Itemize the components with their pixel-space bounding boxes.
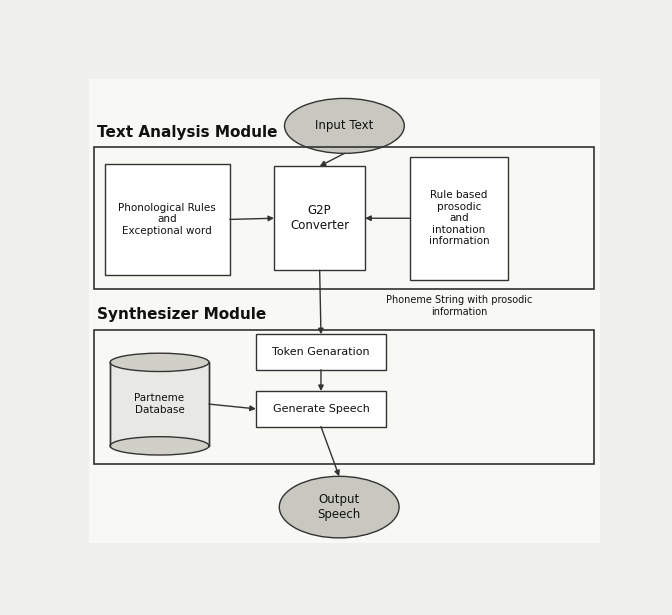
Ellipse shape — [110, 437, 209, 455]
Text: Text Analysis Module: Text Analysis Module — [97, 125, 278, 140]
Bar — [256, 391, 386, 427]
Bar — [94, 330, 594, 464]
Text: Phonological Rules
and
Exceptional word: Phonological Rules and Exceptional word — [118, 203, 216, 236]
Bar — [256, 335, 386, 370]
Text: Output
Speech: Output Speech — [318, 493, 361, 521]
Bar — [409, 157, 509, 280]
Text: Generate Speech: Generate Speech — [273, 404, 370, 414]
Ellipse shape — [284, 98, 405, 153]
Text: Phoneme String with prosodic
information: Phoneme String with prosodic information — [386, 295, 532, 317]
Bar — [105, 164, 230, 275]
Text: Rule based
prosodic
and
intonation
information: Rule based prosodic and intonation infor… — [429, 190, 489, 247]
Ellipse shape — [280, 476, 399, 538]
Bar — [94, 147, 594, 289]
Text: Partneme
Database: Partneme Database — [134, 394, 185, 415]
Bar — [110, 362, 209, 446]
Text: Token Genaration: Token Genaration — [272, 347, 370, 357]
Text: G2P
Converter: G2P Converter — [290, 204, 349, 232]
Text: Input Text: Input Text — [315, 119, 374, 132]
Ellipse shape — [110, 353, 209, 371]
Bar — [274, 166, 366, 271]
Text: Synthesizer Module: Synthesizer Module — [97, 308, 266, 322]
